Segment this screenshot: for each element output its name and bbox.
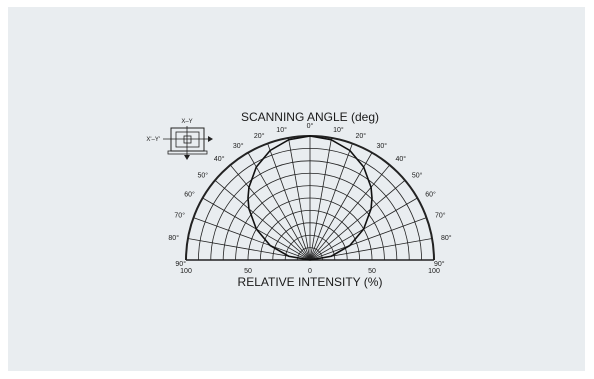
angle-gridline--10	[288, 137, 311, 261]
angle-label-right-30: 30°	[377, 142, 388, 150]
angle-gridline--40	[229, 164, 311, 261]
radial-tick-label-1: 50	[244, 268, 252, 275]
angle-label-left-80: 80°	[168, 234, 179, 242]
inset-label-left: X'–Y'	[146, 137, 160, 143]
angle-gridline--30	[247, 152, 311, 261]
angle-label-right-20: 20°	[356, 132, 367, 140]
angle-label-left-90: 90°	[175, 260, 186, 268]
angle-label-right-10: 10°	[333, 126, 344, 134]
angle-gridline--20	[267, 143, 311, 261]
angle-label-left-20: 20°	[254, 132, 265, 140]
angle-gridline-50	[309, 179, 406, 261]
angle-gridline-70	[309, 217, 427, 261]
angle-label-left-50: 50°	[198, 172, 209, 180]
intensity-curve-layer	[247, 135, 373, 261]
angle-label-right-50: 50°	[412, 172, 423, 180]
radial-tick-labels: 100 50 0 50 100	[180, 268, 440, 275]
chart-title: SCANNING ANGLE (deg)	[241, 110, 379, 124]
chart-panel: 0° 10° 10° 20° 20° 30° 30° 40° 40° 50° 50° 60° 60° 70…	[8, 7, 585, 371]
radial-tick-label-4: 100	[428, 268, 440, 275]
angle-gridline--50	[214, 179, 311, 261]
angle-gridline-30	[309, 152, 373, 261]
angle-gridline-40	[309, 164, 391, 261]
radial-tick-label-0: 100	[180, 268, 192, 275]
angle-label-right-90: 90°	[434, 260, 445, 268]
angle-label-left-40: 40°	[214, 155, 225, 163]
angle-label-right-60: 60°	[425, 191, 436, 199]
angle-label-left-70: 70°	[174, 212, 185, 220]
angle-label-left-10: 10°	[276, 126, 287, 134]
intensity-curve	[247, 135, 373, 261]
angle-label-right-40: 40°	[396, 155, 407, 163]
polar-chart: 0° 10° 10° 20° 20° 30° 30° 40° 40° 50° 50° 60° 60° 70…	[146, 110, 451, 289]
radial-tick-label-3: 50	[368, 268, 376, 275]
angle-gridline-20	[309, 143, 353, 261]
angle-label-left-30: 30°	[233, 142, 244, 150]
inset-label-top: X–Y	[181, 119, 192, 125]
orientation-inset-icon: X–Y X'–Y'	[146, 119, 213, 160]
angle-label-right-70: 70°	[435, 212, 446, 220]
angle-label-left-60: 60°	[184, 191, 195, 199]
angle-tick-labels: 0° 10° 10° 20° 20° 30° 30° 40° 40° 50° 50° 60° 60° 70…	[168, 122, 451, 268]
angle-gridline-10	[309, 137, 332, 261]
radial-tick-label-2: 0	[308, 268, 312, 275]
x-axis-label: RELATIVE INTENSITY (%)	[238, 275, 383, 289]
angle-label-right-80: 80°	[441, 234, 452, 242]
angle-gridline--70	[193, 217, 311, 261]
angle-label-0: 0°	[307, 122, 314, 130]
polar-grid	[185, 135, 435, 261]
